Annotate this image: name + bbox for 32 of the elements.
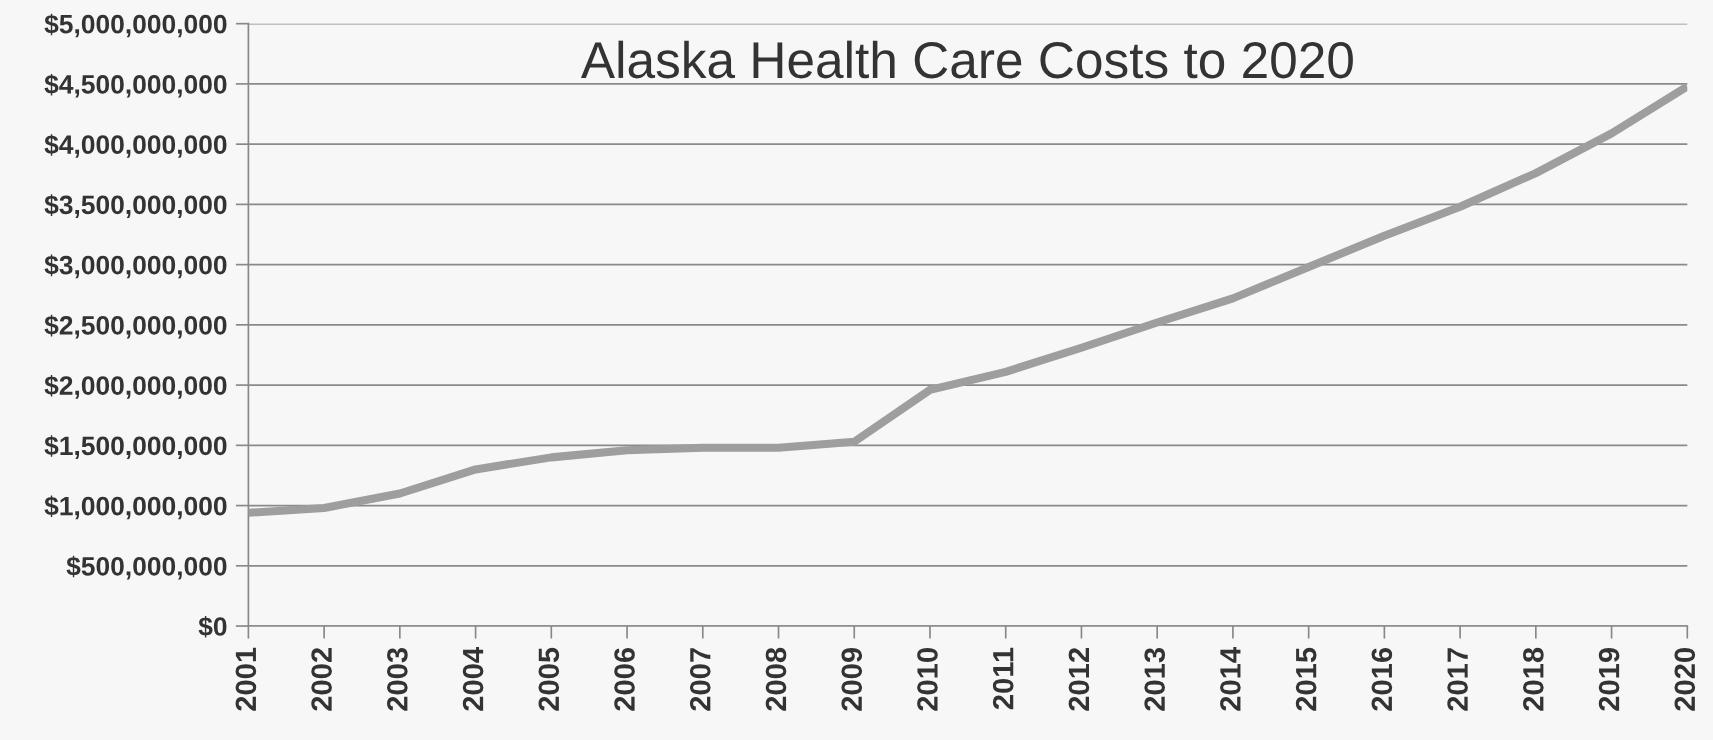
x-tick-label: 2016: [1371, 647, 1393, 711]
x-tick-label: 2002: [311, 648, 332, 711]
x-tick-label: 2005: [538, 647, 560, 711]
y-tick-label: $2,000,000,000: [44, 375, 227, 399]
x-tick-label: 2012: [1068, 648, 1090, 711]
x-tick-label: 2010: [917, 648, 938, 711]
y-tick-label: $4,500,000,000: [44, 73, 227, 98]
x-tick-label: 2008: [765, 647, 787, 711]
x-tick-label: 2011: [992, 647, 1014, 710]
y-tick-label: $0: [198, 616, 227, 638]
x-tick-label: 2004: [462, 647, 484, 711]
y-tick-label: $500,000,000: [66, 555, 227, 580]
y-tick-label: $5,000,000,000: [44, 13, 227, 38]
x-tick-label: 2001: [235, 647, 257, 711]
x-tick-label: 2006: [614, 647, 635, 711]
x-tick-label: 2007: [689, 648, 711, 711]
x-tick-label: 2017: [1447, 648, 1468, 711]
x-tick-label: 2009: [841, 647, 863, 711]
x-tick-label: 2014: [1220, 647, 1241, 711]
x-tick-label: 2013: [1144, 647, 1166, 711]
x-tick-label: 2015: [1295, 647, 1317, 711]
x-tick-label: 2003: [387, 647, 408, 711]
y-tick-label: $1,000,000,000: [44, 495, 227, 520]
x-tick-label: 2019: [1598, 647, 1620, 711]
chart-title: Alaska Health Care Costs to 2020: [580, 40, 1353, 79]
y-tick-label: $2,500,000,000: [44, 314, 227, 339]
x-tick-label: 2020: [1674, 648, 1696, 711]
y-tick-label: $3,500,000,000: [44, 194, 227, 219]
x-tick-label: 2018: [1523, 647, 1544, 711]
y-tick-label: $4,000,000,000: [44, 134, 227, 158]
y-tick-label: $3,000,000,000: [44, 254, 227, 279]
y-tick-label: $1,500,000,000: [44, 435, 227, 459]
